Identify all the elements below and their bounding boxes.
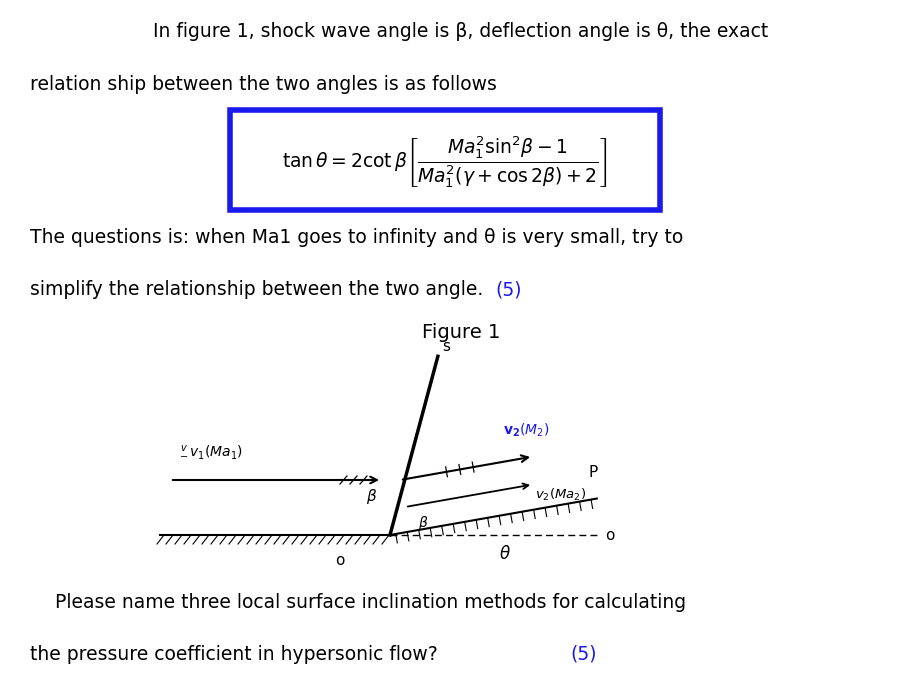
Text: $\beta$: $\beta$: [366, 488, 378, 507]
Text: In figure 1, shock wave angle is β, deflection angle is θ, the exact: In figure 1, shock wave angle is β, defl…: [153, 22, 769, 41]
Text: Figure 1: Figure 1: [421, 323, 501, 342]
Text: relation ship between the two angles is as follows: relation ship between the two angles is …: [30, 75, 497, 94]
Text: Please name three local surface inclination methods for calculating: Please name three local surface inclinat…: [55, 593, 686, 612]
Text: o: o: [336, 553, 345, 568]
Text: the pressure coefficient in hypersonic flow?: the pressure coefficient in hypersonic f…: [30, 645, 443, 664]
Text: $v_2(Ma_2)$: $v_2(Ma_2)$: [535, 486, 586, 503]
Text: $\beta$: $\beta$: [418, 514, 429, 532]
Text: $\theta$: $\theta$: [499, 545, 511, 563]
Text: s: s: [442, 339, 450, 354]
Text: o: o: [605, 527, 614, 542]
Text: $\mathbf{v_2}(M_2)$: $\mathbf{v_2}(M_2)$: [502, 421, 550, 438]
Text: $\tan\theta = 2\cot\beta\left[\dfrac{Ma_1^2\sin^2\!\beta - 1}{Ma_1^2(\gamma + \c: $\tan\theta = 2\cot\beta\left[\dfrac{Ma_…: [282, 134, 608, 190]
Text: (5): (5): [495, 280, 522, 299]
FancyBboxPatch shape: [230, 110, 660, 210]
Text: P: P: [588, 465, 597, 480]
Text: (5): (5): [570, 645, 597, 664]
Text: $^v_{\!\!-}v_1(Ma_1)$: $^v_{\!\!-}v_1(Ma_1)$: [180, 443, 242, 460]
Text: simplify the relationship between the two angle.: simplify the relationship between the tw…: [30, 280, 502, 299]
Text: The questions is: when Ma1 goes to infinity and θ is very small, try to: The questions is: when Ma1 goes to infin…: [30, 228, 683, 247]
